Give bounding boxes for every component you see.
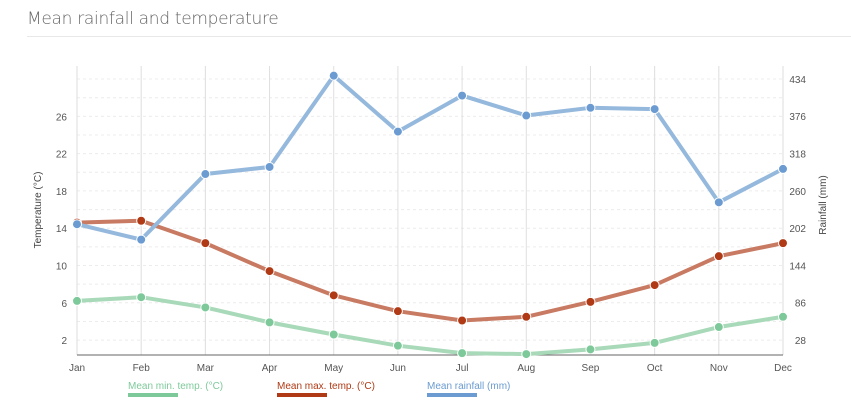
legend-label: Mean min. temp. (°C) bbox=[128, 381, 223, 392]
data-point bbox=[392, 340, 403, 351]
x-tick-label: May bbox=[324, 363, 343, 374]
x-tick-label: Jul bbox=[456, 363, 469, 374]
x-tick-label: Feb bbox=[133, 363, 151, 374]
x-tick-label: Sep bbox=[582, 363, 600, 374]
right-tick-label: 260 bbox=[789, 187, 806, 198]
x-tick-label: Dec bbox=[774, 363, 792, 374]
data-point bbox=[713, 322, 724, 333]
x-tick-label: Jan bbox=[69, 363, 85, 374]
x-tick-label: Nov bbox=[710, 363, 728, 374]
chart-title: Mean rainfall and temperature bbox=[27, 9, 279, 29]
data-point bbox=[136, 215, 147, 226]
right-tick-label: 28 bbox=[795, 336, 807, 347]
data-point bbox=[457, 90, 468, 101]
legend-swatch bbox=[277, 393, 327, 397]
left-axis-title: Temperature (°C) bbox=[33, 172, 44, 249]
data-point bbox=[264, 161, 275, 172]
legend-swatch bbox=[128, 393, 178, 397]
series-line-0 bbox=[76, 295, 784, 357]
data-point bbox=[521, 110, 532, 121]
data-point bbox=[778, 163, 788, 174]
data-point bbox=[72, 219, 82, 230]
data-point bbox=[521, 349, 532, 360]
title-divider bbox=[27, 36, 851, 37]
x-tick-label: Apr bbox=[262, 363, 278, 374]
data-point bbox=[713, 251, 724, 262]
left-tick-label: 10 bbox=[56, 262, 68, 273]
data-point bbox=[392, 126, 403, 137]
left-tick-label: 6 bbox=[61, 299, 67, 310]
data-point bbox=[328, 329, 339, 340]
data-point bbox=[457, 315, 468, 326]
data-point bbox=[778, 238, 788, 249]
x-tick-label: Oct bbox=[647, 363, 663, 374]
series-line-2 bbox=[76, 73, 784, 242]
data-point bbox=[521, 311, 532, 322]
data-point bbox=[778, 311, 788, 322]
x-tick-label: Jun bbox=[390, 363, 406, 374]
data-point bbox=[264, 317, 275, 328]
data-point bbox=[200, 302, 211, 313]
right-tick-label: 144 bbox=[789, 261, 806, 272]
data-point bbox=[392, 306, 403, 317]
right-tick-label: 318 bbox=[789, 149, 806, 160]
legend-label: Mean max. temp. (°C) bbox=[277, 381, 375, 392]
right-tick-label: 376 bbox=[789, 112, 806, 123]
data-point bbox=[328, 290, 339, 301]
data-point bbox=[585, 296, 596, 307]
left-tick-label: 14 bbox=[56, 224, 68, 235]
left-tick-label: 18 bbox=[56, 187, 68, 198]
data-point bbox=[585, 344, 596, 355]
data-point bbox=[200, 238, 211, 249]
data-point bbox=[457, 348, 468, 359]
data-point bbox=[136, 234, 147, 245]
data-point bbox=[200, 169, 211, 180]
data-point bbox=[649, 280, 660, 291]
right-tick-label: 202 bbox=[789, 224, 806, 235]
x-tick-label: Mar bbox=[197, 363, 215, 374]
left-tick-label: 2 bbox=[61, 336, 67, 347]
data-point bbox=[649, 337, 660, 348]
left-tick-label: 22 bbox=[56, 150, 68, 161]
right-axis-title: Rainfall (mm) bbox=[818, 175, 829, 234]
legend-swatch bbox=[427, 393, 477, 397]
data-point bbox=[72, 295, 82, 306]
data-point bbox=[264, 266, 275, 277]
data-point bbox=[136, 292, 147, 303]
left-tick-label: 26 bbox=[56, 112, 68, 123]
series-line-1 bbox=[76, 218, 784, 323]
x-tick-label: Aug bbox=[517, 363, 535, 374]
legend-label: Mean rainfall (mm) bbox=[427, 381, 510, 392]
data-point bbox=[713, 197, 724, 208]
right-tick-label: 86 bbox=[795, 299, 807, 310]
data-point bbox=[585, 102, 596, 113]
right-tick-label: 434 bbox=[789, 75, 806, 86]
data-point bbox=[649, 104, 660, 115]
data-point bbox=[328, 70, 339, 81]
